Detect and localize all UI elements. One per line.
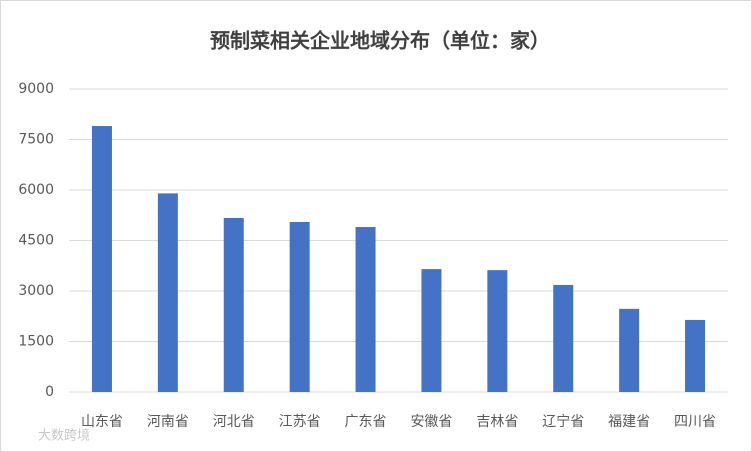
watermark: 大数跨境 (38, 429, 90, 444)
bar (421, 269, 442, 392)
x-tick-label: 吉林省 (476, 414, 518, 430)
x-tick-label: 安徽省 (410, 414, 452, 430)
bar (355, 227, 376, 392)
bar (685, 319, 706, 392)
x-tick-label: 河南省 (147, 414, 189, 430)
bar (91, 126, 112, 393)
y-tick-label: 1500 (18, 334, 54, 350)
bar (553, 284, 574, 392)
x-tick-label: 福建省 (608, 414, 650, 430)
y-tick-label: 0 (45, 384, 54, 400)
x-tick-label: 河北省 (213, 414, 255, 430)
y-tick-label: 9000 (18, 81, 54, 97)
x-tick-label: 山东省 (81, 414, 123, 430)
y-tick-label: 3000 (18, 283, 54, 299)
bar (223, 217, 244, 392)
bar (157, 193, 178, 392)
bar (487, 270, 508, 392)
bar (619, 308, 640, 392)
y-tick-label: 7500 (18, 132, 54, 148)
x-tick-label: 广东省 (345, 414, 387, 430)
chart-title: 预制菜相关企业地域分布（单位：家） (210, 29, 550, 53)
x-tick-label: 四川省 (674, 414, 716, 430)
x-tick-label: 江苏省 (279, 414, 321, 430)
y-tick-label: 4500 (18, 233, 54, 249)
bar (289, 221, 310, 392)
y-tick-label: 6000 (18, 182, 54, 198)
x-tick-label: 辽宁省 (542, 413, 584, 430)
